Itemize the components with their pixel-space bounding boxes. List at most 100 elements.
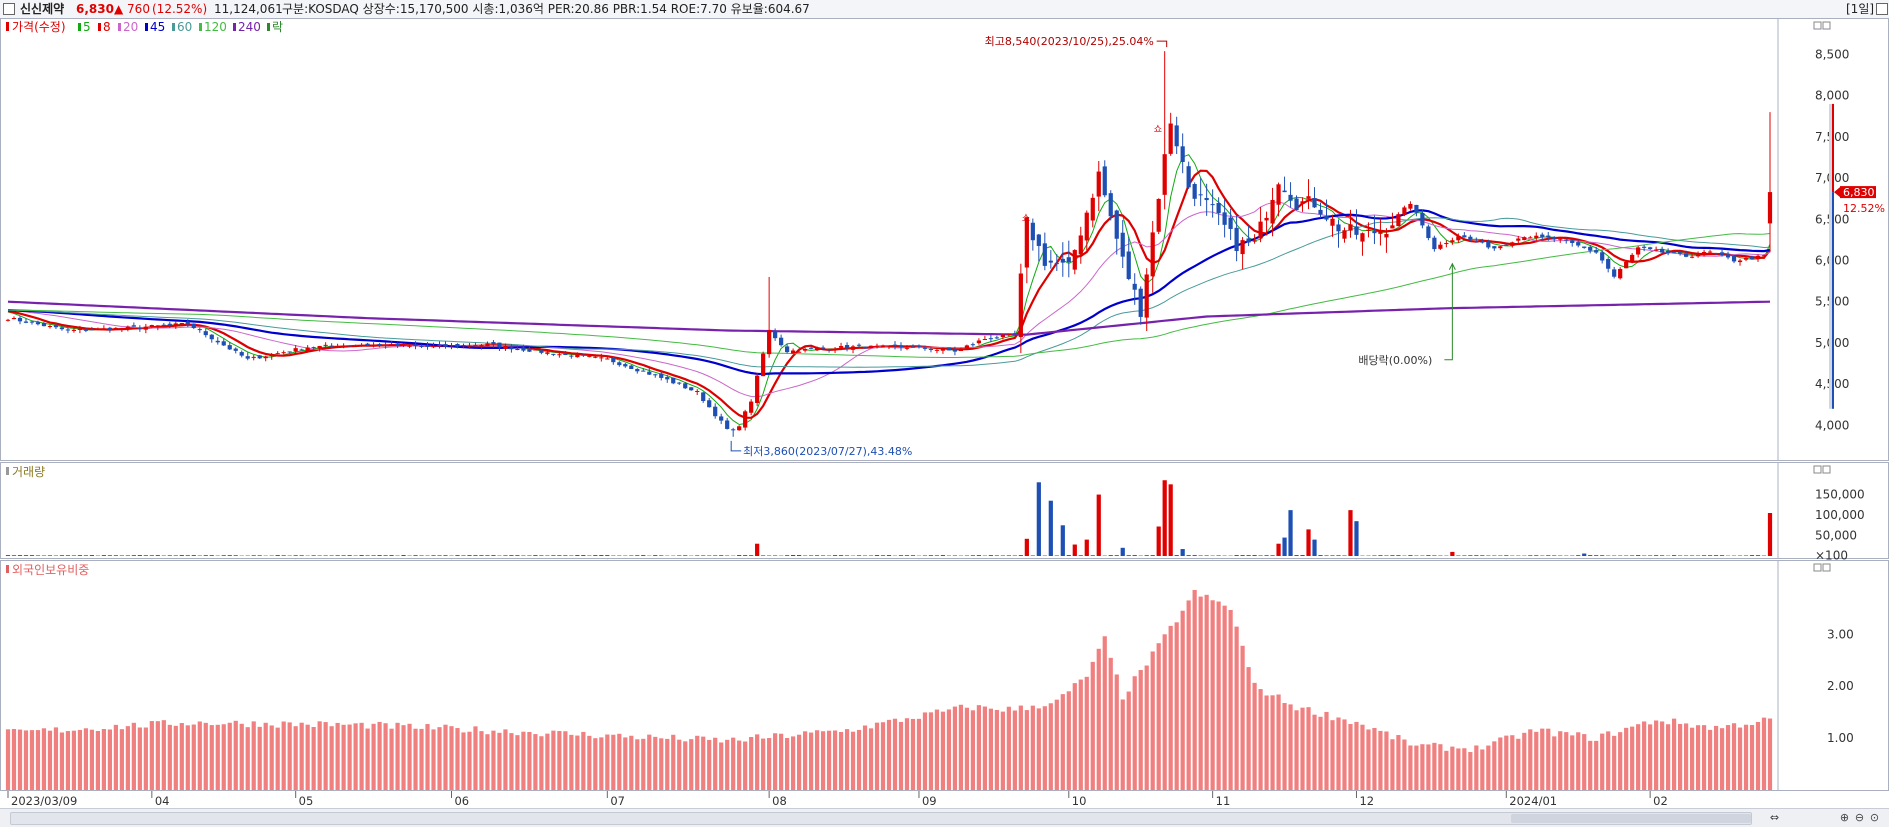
foreign-bar — [1648, 724, 1652, 790]
volume-bar — [138, 555, 142, 556]
foreign-bar — [875, 723, 879, 790]
volume-bar — [1240, 555, 1244, 556]
volume-bar — [773, 555, 777, 556]
price-tick-label: 4,000 — [1815, 418, 1849, 432]
volume-bar — [1270, 555, 1274, 556]
volume-bar — [204, 555, 208, 556]
foreign-bar — [210, 725, 214, 790]
volume-bar — [761, 555, 765, 556]
candle — [1157, 198, 1161, 234]
foreign-bar — [252, 721, 256, 790]
volume-bar — [389, 555, 393, 556]
foreign-bar — [1702, 725, 1706, 790]
volume-bar — [485, 555, 489, 556]
foreign-bar — [1187, 600, 1191, 790]
foreign-bar — [1354, 722, 1358, 790]
volume-bar — [1252, 555, 1256, 556]
period-button[interactable]: [1일] — [1846, 2, 1874, 16]
volume-bar — [1163, 480, 1167, 556]
volume-bar — [1187, 555, 1191, 556]
x-tick-label: 07 — [610, 794, 625, 808]
foreign-bar — [725, 740, 729, 790]
stock-name[interactable]: 신신제약 — [20, 2, 64, 16]
foreign-bar — [120, 729, 124, 790]
foreign-bar — [935, 710, 939, 790]
foreign-bar — [413, 729, 417, 790]
volume-bar — [599, 555, 603, 556]
foreign-bar — [1240, 646, 1244, 790]
foreign-bar — [605, 734, 609, 790]
volume-bar — [383, 555, 387, 556]
stock-chart[interactable]: 4,0004,5005,0005,5006,0006,5007,0007,500… — [0, 18, 1889, 808]
volume-bar — [126, 555, 130, 556]
zoom-out-icon[interactable]: ⊖ — [1853, 811, 1866, 824]
volume-bar — [1193, 555, 1197, 556]
foreign-bar — [1001, 712, 1005, 790]
foreign-bar — [635, 739, 639, 790]
foreign-bar — [1534, 732, 1538, 790]
horizontal-scrollbar[interactable] — [10, 812, 1752, 825]
volume-bar — [1133, 555, 1137, 556]
foreign-bar — [1444, 751, 1448, 790]
legend-price: 가격(수정) — [12, 20, 66, 34]
volume-bar — [1396, 555, 1400, 556]
select-checkbox[interactable] — [3, 3, 15, 15]
foreign-bar — [1318, 717, 1322, 790]
zoom-in-icon[interactable]: ⊕ — [1838, 811, 1851, 824]
ex-marker: 쇼 — [1022, 213, 1030, 224]
foreign-bar — [1642, 721, 1646, 790]
volume-bar — [36, 555, 40, 556]
volume-bar — [1246, 555, 1250, 556]
foreign-bar — [264, 723, 268, 790]
x-tick-label: 06 — [454, 794, 469, 808]
foreign-bar — [1576, 732, 1580, 790]
volume-bar — [533, 555, 537, 556]
foreign-bar — [1342, 719, 1346, 790]
foreign-bar — [1073, 683, 1077, 790]
volume-bar — [228, 555, 232, 556]
volume-bar — [359, 555, 363, 556]
volume-bar — [1205, 555, 1209, 556]
foreign-bar — [1552, 736, 1556, 790]
foreign-bar — [1744, 725, 1748, 790]
volume-bar — [1288, 510, 1292, 556]
foreign-bar — [869, 728, 873, 790]
close-icon[interactable] — [1876, 3, 1888, 15]
slider-icon[interactable]: ⇔ — [1768, 811, 1781, 824]
volume-bar — [276, 555, 280, 556]
foreign-bar — [437, 727, 441, 790]
foreign-bar — [1061, 694, 1065, 790]
foreign-bar — [497, 733, 501, 790]
foreign-bar — [1720, 728, 1724, 790]
foreign-bar — [1528, 729, 1532, 790]
foreign-bar — [1636, 724, 1640, 790]
candle — [947, 348, 951, 351]
foreign-bar — [443, 725, 447, 790]
foreign-bar — [1300, 708, 1304, 790]
volume-bar — [1276, 544, 1280, 556]
scrollbar-thumb[interactable] — [1511, 814, 1751, 823]
foreign-bar — [1672, 719, 1676, 790]
volume-bar — [222, 555, 226, 556]
volume-bar — [1234, 555, 1238, 556]
foreign-bar — [815, 730, 819, 790]
foreign-bar — [389, 729, 393, 790]
foreign-bar — [1175, 622, 1179, 790]
foreign-bar — [1193, 590, 1197, 790]
x-tick-label: 2024/01 — [1509, 794, 1557, 808]
foreign-bar — [324, 722, 328, 790]
volume-bar — [1181, 549, 1185, 556]
volume-bar — [881, 555, 885, 556]
foreign-bar — [617, 734, 621, 790]
foreign-bar — [677, 740, 681, 790]
foreign-bar — [563, 731, 567, 790]
foreign-bar — [905, 718, 909, 790]
volume-bar — [1324, 555, 1328, 556]
volume-bar — [707, 555, 711, 556]
foreign-tick-label: 3.00 — [1827, 627, 1854, 641]
volume-bar — [743, 555, 747, 556]
volume-bar — [419, 555, 423, 556]
foreign-bar — [785, 738, 789, 790]
zoom-reset-icon[interactable]: ⊙ — [1868, 811, 1881, 824]
volume-bar — [371, 555, 375, 556]
